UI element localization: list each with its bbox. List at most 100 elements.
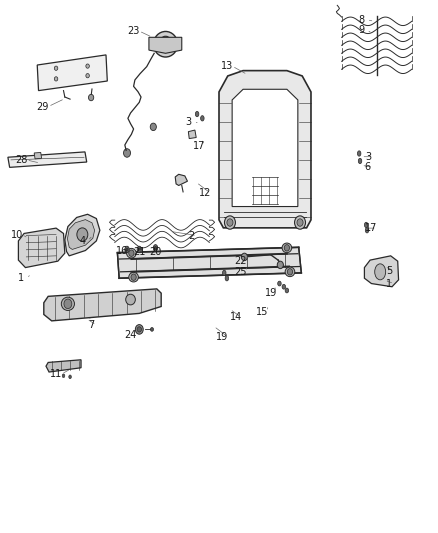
Text: 4: 4: [79, 236, 85, 246]
Ellipse shape: [282, 243, 292, 253]
Ellipse shape: [151, 327, 153, 331]
Text: 22: 22: [234, 256, 246, 266]
Text: 5: 5: [386, 266, 392, 276]
Ellipse shape: [153, 31, 177, 57]
Ellipse shape: [76, 313, 80, 318]
Text: 9: 9: [358, 25, 364, 35]
Ellipse shape: [129, 250, 134, 256]
Ellipse shape: [297, 219, 303, 226]
Text: 12: 12: [199, 188, 211, 198]
Ellipse shape: [137, 246, 141, 253]
Text: 15: 15: [256, 307, 268, 317]
Polygon shape: [18, 228, 65, 268]
Text: 6: 6: [365, 163, 371, 172]
Ellipse shape: [201, 116, 204, 121]
Ellipse shape: [126, 248, 128, 251]
Ellipse shape: [69, 375, 71, 378]
Polygon shape: [232, 90, 298, 206]
Polygon shape: [65, 214, 100, 256]
Polygon shape: [117, 247, 301, 278]
Polygon shape: [219, 71, 311, 228]
Ellipse shape: [126, 294, 135, 305]
Polygon shape: [8, 152, 87, 167]
Ellipse shape: [88, 94, 94, 101]
Ellipse shape: [131, 274, 136, 280]
Ellipse shape: [135, 325, 143, 334]
Text: 3: 3: [185, 117, 191, 126]
Ellipse shape: [358, 158, 362, 164]
Ellipse shape: [82, 310, 86, 314]
Text: 17: 17: [365, 223, 378, 233]
Ellipse shape: [374, 264, 385, 280]
Ellipse shape: [278, 281, 281, 286]
Ellipse shape: [77, 228, 88, 241]
Polygon shape: [67, 220, 95, 249]
Ellipse shape: [287, 269, 293, 275]
Text: 7: 7: [88, 320, 94, 330]
Ellipse shape: [294, 216, 305, 229]
Ellipse shape: [86, 74, 89, 78]
Ellipse shape: [62, 374, 65, 377]
Text: 21: 21: [133, 247, 145, 257]
Text: 11: 11: [50, 369, 62, 379]
Ellipse shape: [75, 296, 78, 301]
Ellipse shape: [162, 40, 169, 48]
Polygon shape: [46, 360, 81, 372]
Ellipse shape: [277, 261, 283, 269]
Ellipse shape: [195, 111, 199, 117]
Text: 20: 20: [149, 247, 162, 257]
Polygon shape: [188, 130, 196, 139]
Polygon shape: [37, 55, 107, 91]
Ellipse shape: [76, 304, 80, 309]
Ellipse shape: [127, 248, 136, 258]
Text: 14: 14: [230, 312, 242, 322]
Ellipse shape: [159, 36, 172, 52]
Ellipse shape: [125, 246, 129, 253]
Text: 1: 1: [18, 273, 24, 283]
Text: 19: 19: [216, 332, 229, 342]
Ellipse shape: [227, 219, 233, 226]
Ellipse shape: [241, 253, 247, 261]
Ellipse shape: [364, 222, 368, 228]
Ellipse shape: [285, 267, 295, 277]
Ellipse shape: [54, 77, 58, 81]
Ellipse shape: [86, 64, 89, 68]
Ellipse shape: [153, 245, 158, 251]
Ellipse shape: [137, 327, 141, 332]
Ellipse shape: [129, 272, 138, 282]
Text: 16: 16: [116, 246, 128, 255]
Ellipse shape: [285, 288, 289, 293]
Text: 29: 29: [37, 102, 49, 111]
Ellipse shape: [284, 245, 290, 251]
Ellipse shape: [154, 246, 156, 249]
Ellipse shape: [357, 151, 361, 156]
Text: 8: 8: [358, 15, 364, 25]
Text: 19: 19: [265, 288, 277, 298]
Ellipse shape: [223, 270, 226, 276]
Ellipse shape: [88, 313, 92, 318]
Text: 3: 3: [365, 152, 371, 161]
Polygon shape: [364, 256, 399, 287]
Text: 10: 10: [11, 230, 23, 239]
Text: 1: 1: [386, 279, 392, 288]
Ellipse shape: [150, 123, 156, 131]
Text: 23: 23: [127, 26, 140, 36]
Text: 25: 25: [234, 267, 246, 277]
Text: 28: 28: [15, 155, 27, 165]
Ellipse shape: [365, 228, 369, 233]
Ellipse shape: [61, 297, 74, 310]
Polygon shape: [149, 37, 182, 53]
Text: 17: 17: [193, 141, 205, 150]
Ellipse shape: [64, 299, 72, 309]
Polygon shape: [34, 152, 42, 159]
Ellipse shape: [54, 66, 58, 70]
Text: 13: 13: [221, 61, 233, 71]
Ellipse shape: [225, 276, 229, 281]
Ellipse shape: [138, 248, 140, 251]
Ellipse shape: [124, 149, 131, 157]
Polygon shape: [44, 289, 161, 321]
Ellipse shape: [225, 216, 236, 229]
Polygon shape: [175, 174, 187, 185]
Ellipse shape: [82, 302, 86, 306]
Text: 2: 2: [189, 231, 195, 240]
